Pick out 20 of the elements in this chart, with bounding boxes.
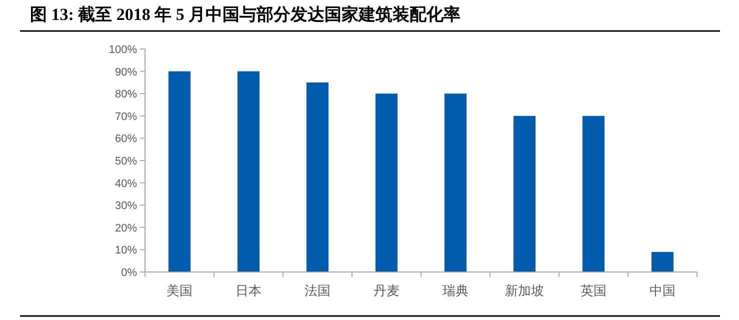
x-tick-label: 瑞典 [442, 283, 468, 298]
x-tick-label: 中国 [650, 283, 676, 298]
y-tick-label: 20% [114, 222, 138, 234]
y-tick-label: 80% [114, 88, 138, 101]
y-tick-label: 10% [114, 244, 138, 257]
y-tick-label: 100% [108, 44, 138, 56]
y-tick-label: 0% [121, 267, 138, 279]
x-tick-label: 新加坡 [505, 283, 544, 298]
title: 图 13: 截至 2018 年 5 月中国与部分发达国家建筑装配化率 [30, 5, 461, 24]
x-tick-label: 丹麦 [374, 283, 400, 298]
y-tick-label: 90% [114, 66, 138, 78]
y-tick-label: 30% [114, 200, 138, 212]
y-tick-label: 50% [114, 156, 138, 168]
x-tick-label: 美国 [166, 283, 192, 298]
y-tick-label: 40% [114, 178, 138, 190]
x-tick-label: 英国 [580, 283, 606, 298]
x-tick-label: 法国 [304, 283, 330, 298]
x-tick-label: 日本 [236, 283, 262, 298]
y-tick-label: 70% [114, 110, 138, 123]
y-tick-label: 60% [114, 133, 138, 146]
